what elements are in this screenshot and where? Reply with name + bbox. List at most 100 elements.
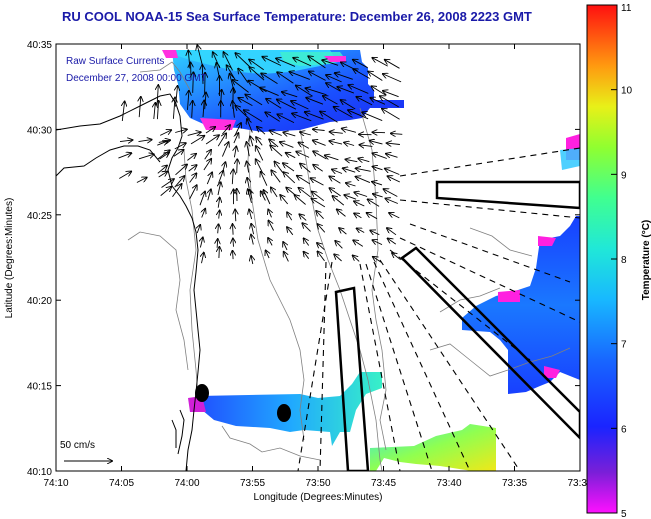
current-vector-arrow <box>204 150 211 160</box>
current-vector-arrow <box>385 169 400 175</box>
current-vector-arrow <box>299 214 307 221</box>
current-vectors <box>118 45 403 265</box>
current-vector-arrow <box>392 253 401 261</box>
colorbar: 11 10 9 8 7 6 5 Temperature (°C) <box>586 3 651 519</box>
y-tick-label: 40:25 <box>27 211 52 222</box>
current-vector-arrow <box>317 243 325 251</box>
current-vector-arrow <box>205 73 206 95</box>
current-vector-arrow <box>119 172 131 179</box>
current-vector-arrow <box>161 179 174 188</box>
current-vector-arrow <box>373 257 382 263</box>
current-vector-arrow <box>175 129 187 132</box>
current-vector-arrow <box>244 110 263 122</box>
current-vector-arrow <box>316 211 324 220</box>
restricted-zones <box>334 180 580 471</box>
current-vector-arrow <box>302 223 311 232</box>
colorbar-label: Temperature (°C) <box>641 220 651 301</box>
current-vector-arrow <box>300 132 311 135</box>
current-vector-arrow <box>329 141 343 144</box>
x-tick-label: 74:05 <box>109 478 134 489</box>
current-vector-arrow <box>299 188 312 198</box>
current-vector-arrow <box>277 72 294 84</box>
current-vector-arrow <box>203 101 204 118</box>
current-vector-arrow <box>280 195 289 205</box>
current-vector-arrow <box>341 100 356 110</box>
current-vector-arrow <box>199 192 205 206</box>
current-vector-arrow <box>318 252 325 262</box>
current-vector-arrow <box>256 146 264 161</box>
current-vector-arrow <box>367 213 378 220</box>
current-vector-arrow <box>245 95 263 106</box>
current-vector-arrow <box>138 154 154 160</box>
current-vector-arrow <box>344 195 357 200</box>
sst-patch-southeast <box>370 424 496 471</box>
current-vector-arrow <box>158 140 170 142</box>
current-vector-arrow <box>312 192 325 202</box>
current-vector-arrow <box>197 45 204 67</box>
current-vector-arrow <box>334 254 342 262</box>
radar-beam-lines <box>297 147 580 471</box>
x-tick-label: 73:45 <box>371 478 396 489</box>
current-vector-arrow <box>304 238 310 246</box>
current-vector-arrow <box>160 130 171 136</box>
current-vector-arrow <box>200 238 202 248</box>
current-vector-arrow <box>330 132 343 134</box>
current-vector-arrow <box>343 168 356 173</box>
current-vector-arrow <box>383 74 402 83</box>
current-vector-arrow <box>257 127 266 135</box>
zone-rectangle-east <box>435 180 580 210</box>
current-vector-arrow <box>157 166 167 174</box>
current-vector-arrow <box>308 56 326 69</box>
current-vector-arrow <box>346 159 358 161</box>
current-vector-arrow <box>237 159 238 174</box>
current-vector-arrow <box>370 231 380 235</box>
current-vector-arrow <box>261 191 266 201</box>
current-vector-arrow <box>233 251 234 260</box>
current-vector-arrow <box>247 162 249 173</box>
current-vector-arrow <box>370 98 386 105</box>
current-vector-arrow <box>296 152 310 158</box>
x-tick-label: 73:35 <box>502 478 527 489</box>
current-vector-arrow <box>202 209 206 218</box>
map-plot-area <box>56 44 580 471</box>
current-vector-arrow <box>335 241 343 249</box>
current-vector-arrow <box>262 57 282 66</box>
current-vector-arrow <box>188 91 189 110</box>
current-vector-arrow <box>238 69 249 83</box>
current-vector-arrow <box>270 146 283 157</box>
colorbar-tick-label: 7 <box>621 340 627 351</box>
current-vector-arrow <box>247 178 249 188</box>
current-vector-arrow <box>154 103 156 120</box>
overlay-caption-line1: Raw Surface Currents <box>66 56 164 67</box>
current-vector-arrow <box>373 240 383 246</box>
current-vector-arrow <box>337 209 346 217</box>
current-vector-arrow <box>295 195 306 205</box>
current-vector-arrow <box>138 140 152 142</box>
current-vector-arrow <box>208 189 211 201</box>
current-vector-arrow <box>269 221 274 231</box>
current-vector-arrow <box>189 185 197 200</box>
current-vector-arrow <box>304 252 310 259</box>
current-vector-arrow <box>197 225 200 234</box>
current-vector-arrow <box>337 87 355 94</box>
current-vector-arrow <box>287 227 294 236</box>
current-vector-arrow <box>386 154 398 158</box>
current-vector-arrow <box>233 239 234 247</box>
current-vector-arrow <box>382 109 400 120</box>
current-vector-arrow <box>313 129 325 130</box>
current-vector-arrow <box>346 183 356 186</box>
current-vector-arrow <box>299 143 310 149</box>
current-vector-arrow <box>380 96 399 108</box>
y-tick-label: 40:10 <box>27 467 52 478</box>
current-vector-arrow <box>356 177 371 184</box>
current-vector-arrow <box>218 224 219 234</box>
current-vector-arrow <box>261 73 278 84</box>
current-vector-arrow <box>217 133 226 147</box>
current-vector-arrow <box>362 112 383 122</box>
current-vector-arrow <box>383 91 399 98</box>
current-vector-arrow <box>157 101 158 120</box>
current-vector-arrow <box>266 251 270 259</box>
current-vector-arrow <box>266 99 282 109</box>
current-vector-arrow <box>384 189 398 197</box>
